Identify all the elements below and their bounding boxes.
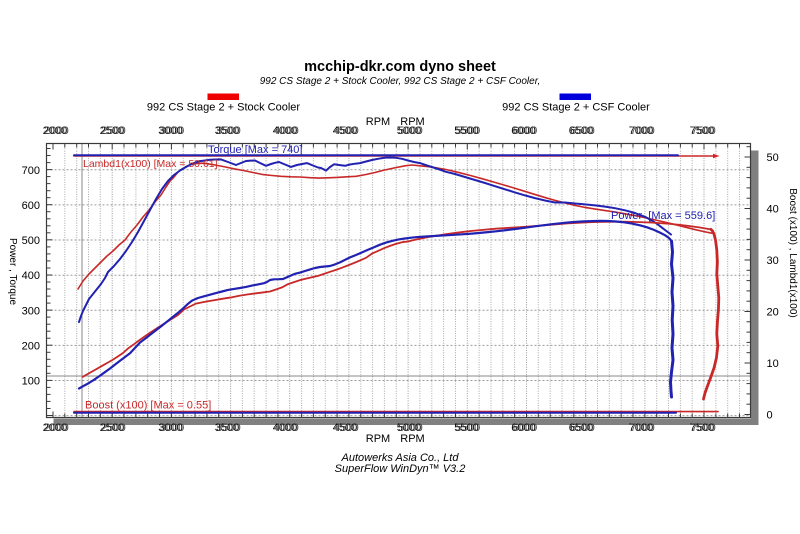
svg-text:Power [Max = 559.6]: Power [Max = 559.6] [611, 210, 715, 222]
svg-text:6000: 6000 [513, 125, 537, 137]
svg-text:50: 50 [767, 152, 779, 164]
svg-text:40: 40 [767, 204, 779, 216]
svg-text:2000: 2000 [43, 422, 67, 434]
svg-text:RPM: RPM [400, 116, 424, 128]
svg-text:4000: 4000 [273, 422, 297, 434]
svg-text:4000: 4000 [273, 125, 297, 137]
svg-text:5500: 5500 [454, 125, 478, 137]
svg-text:7000: 7000 [629, 422, 653, 434]
svg-text:6000: 6000 [511, 125, 535, 137]
svg-text:3500: 3500 [216, 125, 240, 137]
svg-text:5500: 5500 [456, 422, 480, 434]
svg-text:5000: 5000 [398, 422, 422, 434]
svg-text:5500: 5500 [456, 125, 480, 137]
svg-text:RPM: RPM [366, 433, 390, 445]
svg-text:6500: 6500 [569, 422, 593, 434]
svg-text:20: 20 [767, 307, 779, 319]
svg-text:7500: 7500 [690, 125, 714, 137]
svg-text:SuperFlow WinDyn™ V3.2: SuperFlow WinDyn™ V3.2 [335, 463, 466, 475]
svg-text:10: 10 [767, 358, 779, 370]
svg-text:992 CS Stage 2 + CSF Cooler: 992 CS Stage 2 + CSF Cooler [502, 102, 650, 114]
svg-text:5500: 5500 [454, 422, 478, 434]
svg-text:mcchip-dkr.com dyno sheet: mcchip-dkr.com dyno sheet [304, 59, 496, 75]
svg-text:992 CS Stage 2 + Stock Cooler: 992 CS Stage 2 + Stock Cooler [147, 102, 301, 114]
svg-text:RPM: RPM [366, 116, 390, 128]
svg-text:Lambd1(x100) [Max = 50.61]: Lambd1(x100) [Max = 50.61] [83, 158, 218, 170]
svg-text:6000: 6000 [511, 422, 535, 434]
svg-text:4000: 4000 [274, 422, 298, 434]
svg-text:400: 400 [22, 270, 40, 282]
svg-text:6000: 6000 [513, 422, 537, 434]
svg-text:2500: 2500 [101, 125, 125, 137]
svg-text:3000: 3000 [160, 422, 184, 434]
svg-text:300: 300 [22, 305, 40, 317]
svg-text:4500: 4500 [334, 125, 358, 137]
svg-text:4500: 4500 [334, 422, 358, 434]
svg-text:5000: 5000 [397, 422, 421, 434]
svg-text:RPM: RPM [400, 433, 424, 445]
svg-text:5000: 5000 [398, 125, 422, 137]
svg-text:6500: 6500 [570, 422, 594, 434]
svg-text:7500: 7500 [690, 422, 714, 434]
svg-text:4000: 4000 [274, 125, 298, 137]
svg-text:4500: 4500 [333, 422, 357, 434]
svg-text:3000: 3000 [158, 422, 182, 434]
svg-text:500: 500 [22, 235, 40, 247]
svg-text:7500: 7500 [691, 125, 715, 137]
svg-text:2500: 2500 [100, 422, 124, 434]
svg-text:Torque [Max = 740]: Torque [Max = 740] [208, 144, 302, 156]
svg-text:2000: 2000 [43, 125, 67, 137]
svg-text:2000: 2000 [44, 125, 68, 137]
svg-text:200: 200 [22, 341, 40, 353]
svg-text:Autowerks Asia Co., Ltd: Autowerks Asia Co., Ltd [341, 452, 460, 464]
svg-text:2500: 2500 [100, 125, 124, 137]
svg-text:Boost (x100) , Lambd1(x100): Boost (x100) , Lambd1(x100) [787, 188, 798, 318]
svg-text:7000: 7000 [629, 125, 653, 137]
svg-text:2000: 2000 [44, 422, 68, 434]
svg-text:3000: 3000 [160, 125, 184, 137]
svg-text:992 CS Stage 2 + Stock Cooler,: 992 CS Stage 2 + Stock Cooler, 992 CS St… [260, 76, 541, 87]
svg-text:7500: 7500 [691, 422, 715, 434]
svg-text:600: 600 [22, 200, 40, 212]
svg-text:700: 700 [22, 165, 40, 177]
svg-text:3500: 3500 [215, 125, 239, 137]
svg-text:7000: 7000 [630, 125, 654, 137]
svg-text:30: 30 [767, 255, 779, 267]
svg-text:3500: 3500 [215, 422, 239, 434]
svg-text:100: 100 [22, 376, 40, 388]
svg-text:6500: 6500 [569, 125, 593, 137]
svg-text:3500: 3500 [216, 422, 240, 434]
svg-text:Power , Torque: Power , Torque [7, 238, 18, 306]
svg-text:5000: 5000 [397, 125, 421, 137]
svg-text:7000: 7000 [630, 422, 654, 434]
svg-text:Boost (x100) [Max = 0.55]: Boost (x100) [Max = 0.55] [85, 400, 211, 412]
svg-text:2500: 2500 [101, 422, 125, 434]
svg-text:6500: 6500 [570, 125, 594, 137]
svg-text:0: 0 [767, 410, 773, 422]
svg-text:3000: 3000 [158, 125, 182, 137]
svg-text:4500: 4500 [333, 125, 357, 137]
